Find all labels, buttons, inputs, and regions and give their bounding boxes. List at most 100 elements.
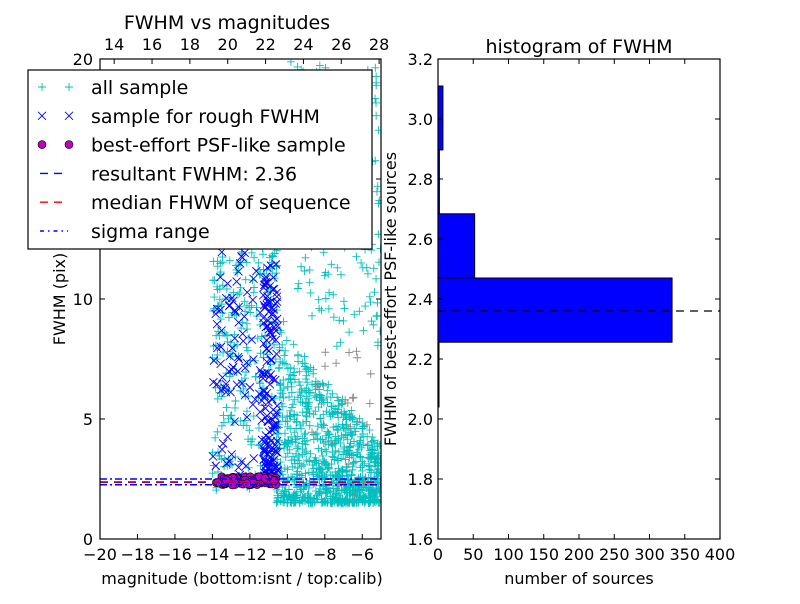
all-sample-point <box>286 424 295 433</box>
all-sample-point <box>362 420 371 429</box>
all-sample-point <box>265 253 274 262</box>
all-sample-point <box>284 473 293 482</box>
all-sample-point <box>300 352 309 361</box>
all-sample-point <box>218 308 227 317</box>
all-sample-point <box>65 83 73 91</box>
rough-sample-point <box>223 279 232 288</box>
all-sample-point <box>331 439 340 448</box>
rough-sample-point <box>237 379 247 388</box>
rough-sample-point <box>238 336 248 346</box>
all-sample-point <box>340 444 349 453</box>
y-tick-label: 2.0 <box>408 410 433 429</box>
rough-sample-point <box>227 450 236 459</box>
all-sample-point <box>336 493 345 502</box>
reference-lines <box>100 478 381 486</box>
rough-sample-point <box>266 355 276 365</box>
all-sample-point <box>242 421 251 430</box>
all-sample-point <box>301 469 310 478</box>
all-sample-point <box>366 369 375 378</box>
rough-sample-point <box>226 387 235 397</box>
x-tick-label: 100 <box>493 545 524 564</box>
all-sample-point <box>303 402 312 411</box>
all-sample-point <box>340 407 349 416</box>
all-sample-point <box>340 424 349 433</box>
all-sample-point <box>259 353 268 362</box>
all-sample-point <box>353 353 362 362</box>
all-sample-point <box>323 386 332 395</box>
all-sample-point <box>333 485 342 494</box>
all-sample-point <box>279 393 288 402</box>
y-tick-label: 3.0 <box>408 110 433 129</box>
rough-sample-point <box>272 436 282 446</box>
all-sample-point <box>309 410 318 419</box>
all-sample-point <box>308 311 317 320</box>
all-sample-point <box>294 442 303 451</box>
all-sample-point <box>302 479 311 488</box>
all-sample-point <box>339 450 348 459</box>
rough-sample-point <box>228 296 238 306</box>
all-sample-point <box>313 382 322 391</box>
all-sample-point <box>231 397 240 406</box>
all-sample-point <box>231 403 240 412</box>
rough-sample-point <box>230 417 239 426</box>
rough-sample-point <box>266 453 275 462</box>
all-sample-point <box>346 486 355 495</box>
rough-sample-point <box>268 420 278 430</box>
all-sample-point <box>372 187 381 196</box>
all-sample-point <box>342 488 351 497</box>
rough-sample-point <box>268 309 278 318</box>
rough-sample-point <box>232 380 242 390</box>
all-sample-point <box>295 388 304 397</box>
all-sample-point <box>213 427 222 436</box>
all-sample-point <box>319 420 328 429</box>
all-sample-point <box>302 384 311 393</box>
all-sample-point <box>290 455 299 464</box>
all-sample-point <box>278 340 287 349</box>
all-sample-point <box>280 464 289 473</box>
y-tick-label: 3.2 <box>408 50 433 69</box>
all-sample-point <box>208 276 217 285</box>
rough-sample-point <box>265 433 274 443</box>
all-sample-point <box>305 398 314 407</box>
all-sample-point <box>278 402 287 411</box>
legend-item: sample for rough FWHM <box>37 106 320 128</box>
all-sample-point <box>279 489 288 498</box>
all-sample-point <box>353 486 362 495</box>
all-sample-point <box>285 445 294 454</box>
rough-sample-point <box>242 288 252 297</box>
all-sample-point <box>329 473 338 482</box>
top-x-tick-label: 28 <box>369 35 389 54</box>
rough-sample-point <box>249 274 258 284</box>
all-sample-point <box>239 384 248 393</box>
rough-sample-point <box>259 283 269 292</box>
all-sample-point <box>282 336 291 345</box>
rough-sample-point <box>227 343 237 353</box>
all-sample-point <box>299 460 308 469</box>
histogram-bar <box>437 277 673 343</box>
all-sample-point <box>325 288 334 297</box>
top-x-tick-label: 24 <box>293 35 313 54</box>
all-sample-point <box>208 353 217 362</box>
all-sample-point <box>348 415 357 424</box>
all-sample-point <box>216 268 225 277</box>
all-sample-point <box>322 447 331 456</box>
all-sample-point <box>339 316 348 325</box>
all-sample-point <box>327 260 336 269</box>
all-sample-point <box>238 318 247 327</box>
all-sample-point <box>372 72 381 81</box>
all-sample-point <box>343 449 352 458</box>
all-sample-point <box>358 457 367 466</box>
all-sample-point <box>359 326 368 335</box>
all-sample-point <box>350 437 358 446</box>
rough-sample-point <box>241 461 251 471</box>
all-sample-point <box>312 470 321 479</box>
all-sample-point <box>305 265 314 274</box>
all-sample-point <box>374 258 381 267</box>
all-sample-point <box>353 441 362 450</box>
all-sample-point <box>346 413 355 422</box>
all-sample-point <box>325 464 334 473</box>
top-x-tick-label: 20 <box>218 35 238 54</box>
x-tick-label: −20 <box>83 545 117 564</box>
x-tick-label: 300 <box>634 545 665 564</box>
